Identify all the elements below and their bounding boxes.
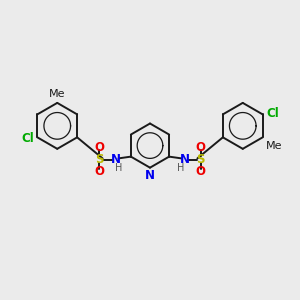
Text: H: H [116,163,123,173]
Text: O: O [196,165,206,178]
Text: O: O [94,141,104,154]
Text: Cl: Cl [266,107,279,120]
Text: N: N [179,153,189,166]
Text: Me: Me [266,141,282,151]
Text: O: O [94,165,104,178]
Text: Cl: Cl [21,132,34,145]
Text: S: S [95,153,103,166]
Text: O: O [196,141,206,154]
Text: N: N [111,153,121,166]
Text: H: H [177,163,184,173]
Text: S: S [196,153,205,166]
Text: Me: Me [49,89,65,99]
Text: N: N [145,169,155,182]
